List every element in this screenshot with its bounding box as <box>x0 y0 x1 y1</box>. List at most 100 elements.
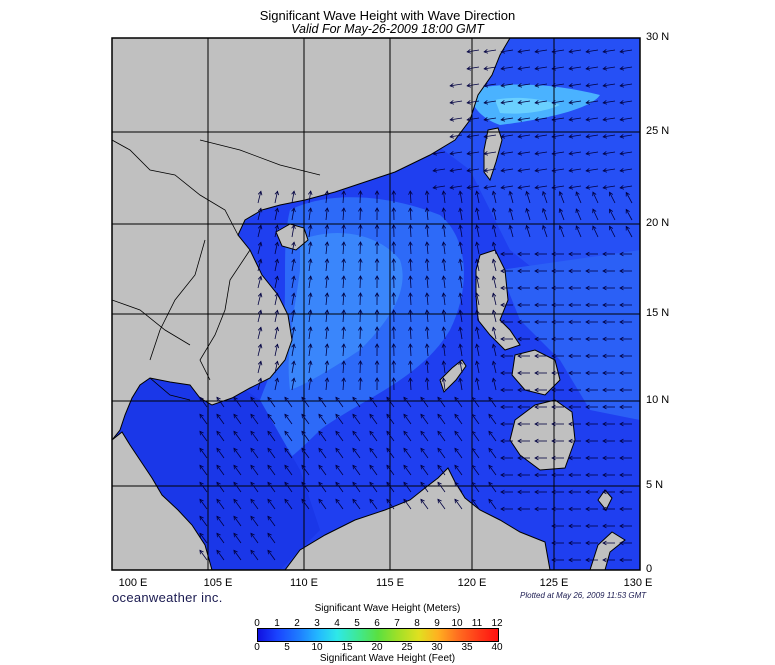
wave-arrow-head <box>619 302 624 308</box>
wave-arrow-head <box>391 377 397 382</box>
wave-arrow-head <box>437 498 442 504</box>
wave-arrow-head <box>551 251 556 257</box>
wave-arrow <box>620 168 633 172</box>
wave-arrow-head <box>424 326 430 331</box>
wave-arrow-head <box>602 438 607 444</box>
wave-arrow-head <box>466 168 472 173</box>
land-borneo <box>284 467 551 570</box>
wave-arrow-head <box>609 208 614 214</box>
wave-arrow-head <box>458 309 463 315</box>
wave-arrow <box>459 378 463 391</box>
wave-arrow <box>233 465 242 476</box>
wave-arrow <box>342 293 345 306</box>
wave-arrow <box>476 293 480 306</box>
wave-arrow-head <box>301 430 306 436</box>
wave-arrow-head <box>491 343 497 349</box>
wave-arrow-head <box>517 66 523 71</box>
wave-arrow-head <box>585 506 590 512</box>
wave-arrow-head <box>335 396 340 402</box>
wave-arrow-head <box>568 251 573 257</box>
wave-arrow-head <box>274 343 280 349</box>
wave-arrow-head <box>335 498 340 504</box>
legend-tick: 10 <box>311 642 323 653</box>
wave-arrow <box>492 259 497 272</box>
wave-arrow-head <box>369 396 374 402</box>
wave-arrow-head <box>335 464 340 470</box>
wave-arrow <box>552 83 565 87</box>
wave-arrow <box>542 225 548 238</box>
wave-arrow-head <box>619 455 624 461</box>
wave-arrow <box>437 448 446 459</box>
wave-arrow-head <box>424 190 430 195</box>
wave-arrow-head <box>602 100 608 105</box>
wave-arrow-head <box>441 224 447 229</box>
wave-arrow <box>467 168 480 172</box>
wave-arrow-head <box>291 190 296 196</box>
wave-arrow <box>216 550 225 561</box>
wave-arrow <box>488 397 497 408</box>
wave-arrow-head <box>408 275 413 280</box>
wave-arrow-head <box>534 83 540 88</box>
wave-arrow <box>301 397 310 408</box>
wave-arrow-head <box>358 343 363 348</box>
wave-arrow <box>467 83 480 87</box>
wave-arrow <box>501 100 514 104</box>
wave-arrow <box>274 191 278 204</box>
wave-arrow-head <box>551 168 557 173</box>
wave-arrow-head <box>267 481 272 487</box>
wave-arrow-head <box>491 292 497 298</box>
wave-arrow <box>535 185 548 189</box>
wave-arrow <box>426 225 429 238</box>
wave-arrow <box>575 208 582 221</box>
wave-arrow-head <box>274 326 280 332</box>
wave-arrow <box>403 482 412 493</box>
wave-arrow-head <box>386 447 391 453</box>
wave-arrow-head <box>500 251 505 257</box>
wave-arrow <box>267 482 276 493</box>
wave-arrow <box>250 414 259 425</box>
wave-arrow <box>443 310 446 323</box>
wave-arrow <box>526 208 531 221</box>
wave-arrow-head <box>454 413 459 419</box>
wave-arrow-head <box>420 413 425 419</box>
wave-arrow-head <box>558 191 563 196</box>
wave-arrow-head <box>534 421 539 427</box>
wave-arrow-head <box>424 275 430 280</box>
wave-arrow <box>233 499 242 510</box>
wave-arrow-head <box>488 447 493 453</box>
wave-arrow-head <box>341 241 346 246</box>
wave-arrow-head <box>216 532 221 538</box>
wave-arrow-head <box>491 377 497 383</box>
wave-arrow <box>342 191 345 204</box>
wave-arrow-head <box>458 224 463 230</box>
wave-arrow <box>369 482 378 493</box>
wave-arrow-head <box>619 168 625 173</box>
wave-arrow <box>471 431 480 442</box>
legend-tick: 6 <box>374 618 380 629</box>
wave-arrow-head <box>324 360 330 365</box>
wave-arrow <box>301 499 310 510</box>
wave-arrow-head <box>216 498 221 504</box>
wave-arrow <box>250 397 259 408</box>
wave-arrow-head <box>602 506 607 512</box>
wave-arrow-head <box>619 404 624 410</box>
wave-arrow <box>467 100 480 104</box>
wave-arrow <box>342 344 345 357</box>
wave-arrow-head <box>352 464 357 470</box>
wave-arrow <box>386 448 395 459</box>
wave-arrow-head <box>602 302 607 308</box>
wave-arrow <box>552 49 565 53</box>
wave-arrow-head <box>568 421 573 427</box>
wave-arrow-head <box>307 190 313 196</box>
wave-arrow <box>274 378 278 391</box>
wave-arrow <box>308 344 312 357</box>
wave-arrow <box>575 225 582 238</box>
wave-arrow <box>443 242 446 255</box>
wave-arrow <box>484 185 497 189</box>
wave-arrow-head <box>358 326 363 331</box>
wave-arrow-head <box>324 258 330 263</box>
wave-arrow <box>291 344 295 357</box>
legend-tick: 1 <box>274 618 280 629</box>
wave-arrow <box>325 310 328 323</box>
